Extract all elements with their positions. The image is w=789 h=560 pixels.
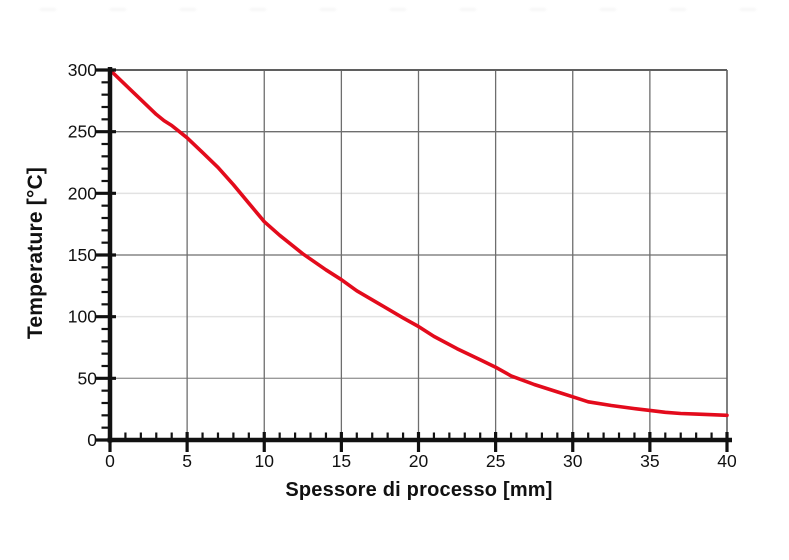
x-axis-title: Spessore di processo [mm] <box>285 479 553 501</box>
x-tick-label-30: 30 <box>563 451 583 471</box>
x-tick-label-25: 25 <box>486 451 505 471</box>
y-tick-label-250: 250 <box>68 122 97 142</box>
y-tick-label-50: 50 <box>78 368 98 388</box>
x-tick-label-5: 5 <box>182 451 192 471</box>
y-axis-title: Temperature [°C] <box>24 166 47 340</box>
series-line-temperatura <box>108 68 729 418</box>
x-tick-label-20: 20 <box>409 451 429 471</box>
y-tick-label-100: 100 <box>68 307 97 327</box>
x-tick-label-10: 10 <box>255 451 275 471</box>
x-tick-label-15: 15 <box>332 451 351 471</box>
y-tick-label-300: 300 <box>68 60 97 80</box>
x-tick-label-40: 40 <box>717 451 737 471</box>
y-tick-label-200: 200 <box>68 183 97 203</box>
y-tick-label-150: 150 <box>68 245 97 265</box>
x-tick-label-0: 0 <box>105 451 115 471</box>
y-tick-label-0: 0 <box>87 430 97 450</box>
x-tick-label-35: 35 <box>640 451 659 471</box>
